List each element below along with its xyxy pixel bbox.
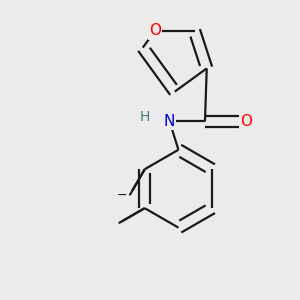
Text: −: −: [116, 189, 127, 202]
Text: H: H: [140, 110, 150, 124]
Text: N: N: [164, 114, 175, 129]
Text: O: O: [149, 23, 161, 38]
Text: O: O: [240, 114, 252, 129]
